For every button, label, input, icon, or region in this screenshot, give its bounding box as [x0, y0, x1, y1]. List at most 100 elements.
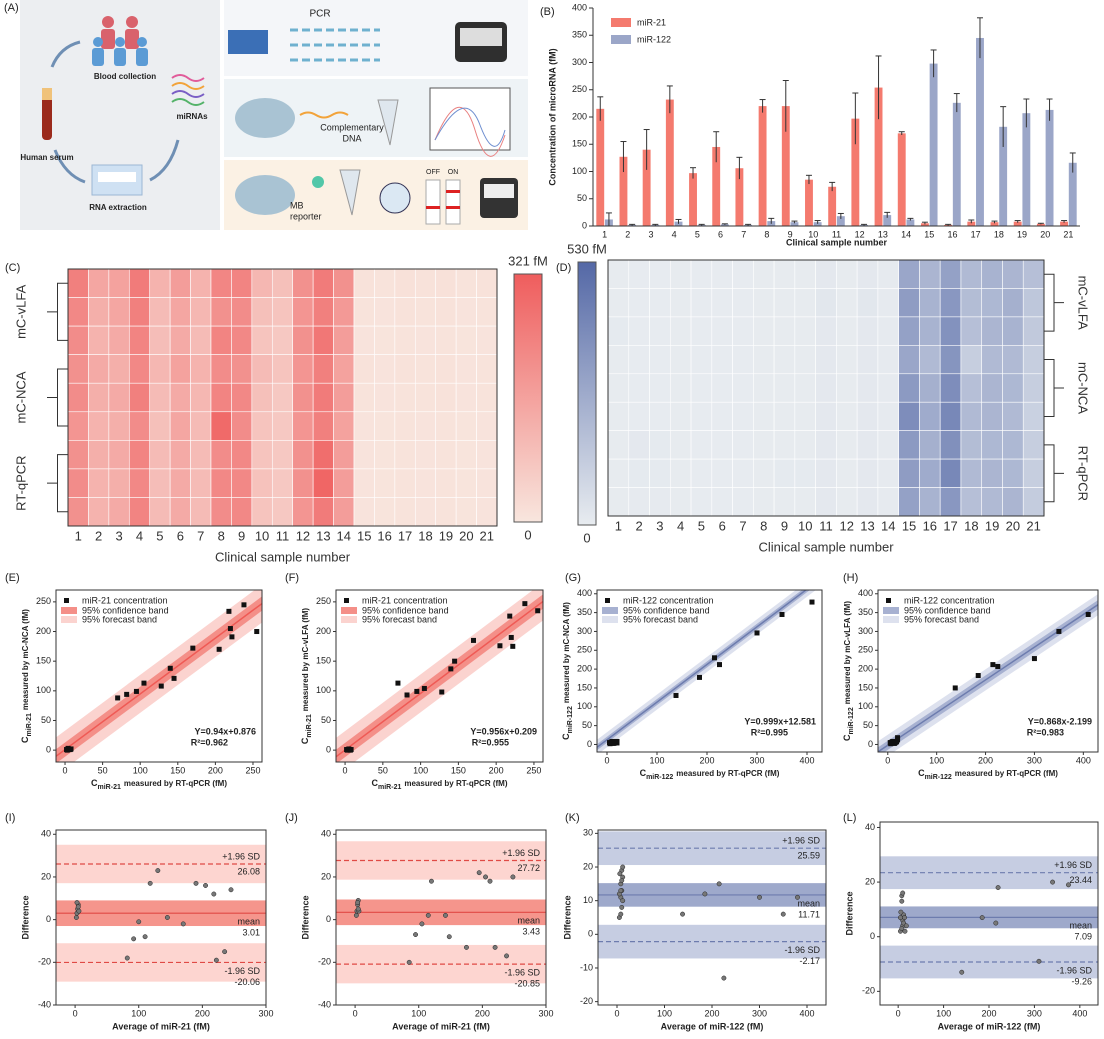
heat-cell — [711, 288, 733, 318]
x-tick-label: 100 — [413, 765, 428, 775]
heat-cell — [732, 373, 754, 403]
heat-cell — [353, 440, 375, 470]
x-tick-label: 17 — [971, 229, 981, 239]
heat-cell — [919, 316, 941, 346]
x-tick-label: 16 — [923, 518, 937, 533]
point — [133, 688, 139, 694]
error-bar — [620, 141, 627, 173]
ref-line-value: -20.85 — [514, 979, 540, 989]
point — [620, 898, 626, 904]
x-tick-label: 4 — [672, 229, 677, 239]
panel-label: (K) — [565, 812, 580, 824]
heat-cell — [1022, 487, 1045, 517]
heat-cell — [108, 354, 130, 384]
bar — [758, 106, 767, 226]
axis-label: Average of miR-122 (fM) — [938, 1021, 1041, 1031]
heat-cell — [108, 382, 130, 413]
plot-frame — [596, 589, 823, 753]
panel-label: (C) — [5, 262, 20, 274]
heat-cell — [773, 345, 796, 375]
heat-cell — [981, 430, 1003, 460]
heat-cell — [353, 468, 375, 498]
heat-cell — [836, 288, 858, 318]
legend-marker — [344, 598, 349, 603]
heat-cell — [190, 297, 212, 327]
heat-cell — [753, 288, 775, 318]
heat-cell — [312, 297, 334, 327]
heat-cell — [271, 325, 294, 355]
heat-cell — [773, 316, 796, 346]
point — [413, 932, 418, 938]
heat-cell — [455, 440, 477, 470]
plot-area — [598, 831, 826, 959]
y-tick-label: 20 — [583, 861, 593, 871]
heat-cell — [67, 440, 89, 470]
x-tick-label: 19 — [439, 528, 453, 543]
point — [142, 934, 148, 940]
heat-cell — [128, 354, 151, 384]
legend-label: 95% confidence band — [362, 605, 449, 615]
heat-cell — [711, 430, 733, 460]
heat-cell — [753, 316, 775, 346]
plot-frame — [877, 589, 1099, 753]
heat-cell — [333, 354, 355, 384]
point — [757, 894, 762, 900]
plot-frame — [335, 829, 547, 1006]
point — [680, 911, 685, 917]
point — [993, 920, 999, 926]
heat-cell — [981, 487, 1003, 517]
heat-cell — [292, 440, 314, 470]
heat-cell — [919, 373, 941, 403]
heat-cell — [794, 316, 816, 346]
heat-cell — [856, 401, 879, 431]
heat-cell — [394, 382, 416, 413]
heat-cell — [649, 373, 671, 403]
error-bar — [907, 217, 914, 221]
point — [254, 629, 260, 635]
y-tick-label: -10 — [580, 962, 593, 972]
fit-r2: R²=0.995 — [751, 727, 788, 737]
heat-cell — [1022, 288, 1045, 318]
y-tick-label: 30 — [583, 828, 593, 838]
fit-equation: Y=0.999x+12.581 — [744, 716, 816, 726]
heat-cell — [312, 497, 334, 527]
heat-cell — [836, 345, 858, 375]
heat-cell — [856, 458, 879, 488]
point — [355, 906, 361, 912]
heat-cell — [128, 297, 151, 327]
heat-cell — [231, 468, 253, 498]
heat-cell — [919, 487, 941, 517]
heat-cell — [394, 440, 416, 470]
point — [124, 691, 130, 697]
point — [619, 878, 625, 883]
heat-cell — [981, 345, 1003, 375]
heat-cell — [210, 268, 232, 298]
heat-cell — [898, 401, 920, 431]
point — [211, 891, 217, 897]
heat-cell — [815, 345, 837, 375]
heat-cell — [711, 373, 733, 403]
point — [470, 637, 476, 643]
y-tick-label: 350 — [858, 607, 873, 617]
bar — [1022, 113, 1031, 226]
x-tick-label: 2 — [95, 528, 102, 543]
bar — [828, 186, 837, 226]
heat-cell — [312, 382, 334, 413]
point — [508, 634, 514, 640]
heat-cell — [939, 373, 962, 403]
x-tick-label: 300 — [258, 1008, 273, 1018]
panel-label: (D) — [556, 262, 571, 274]
heat-cell — [669, 288, 692, 318]
x-tick-label: 250 — [526, 765, 541, 775]
x-tick-label: 100 — [929, 755, 944, 765]
y-tick-label: 350 — [572, 30, 587, 40]
error-bar — [829, 181, 836, 192]
heat-cell — [149, 411, 171, 441]
x-tick-label: 200 — [978, 755, 993, 765]
heat-cell — [732, 458, 754, 488]
heat-cell — [333, 468, 355, 498]
heat-cell — [394, 297, 416, 327]
bar — [712, 146, 721, 226]
error-bar — [597, 96, 604, 121]
plot-area — [56, 590, 262, 762]
